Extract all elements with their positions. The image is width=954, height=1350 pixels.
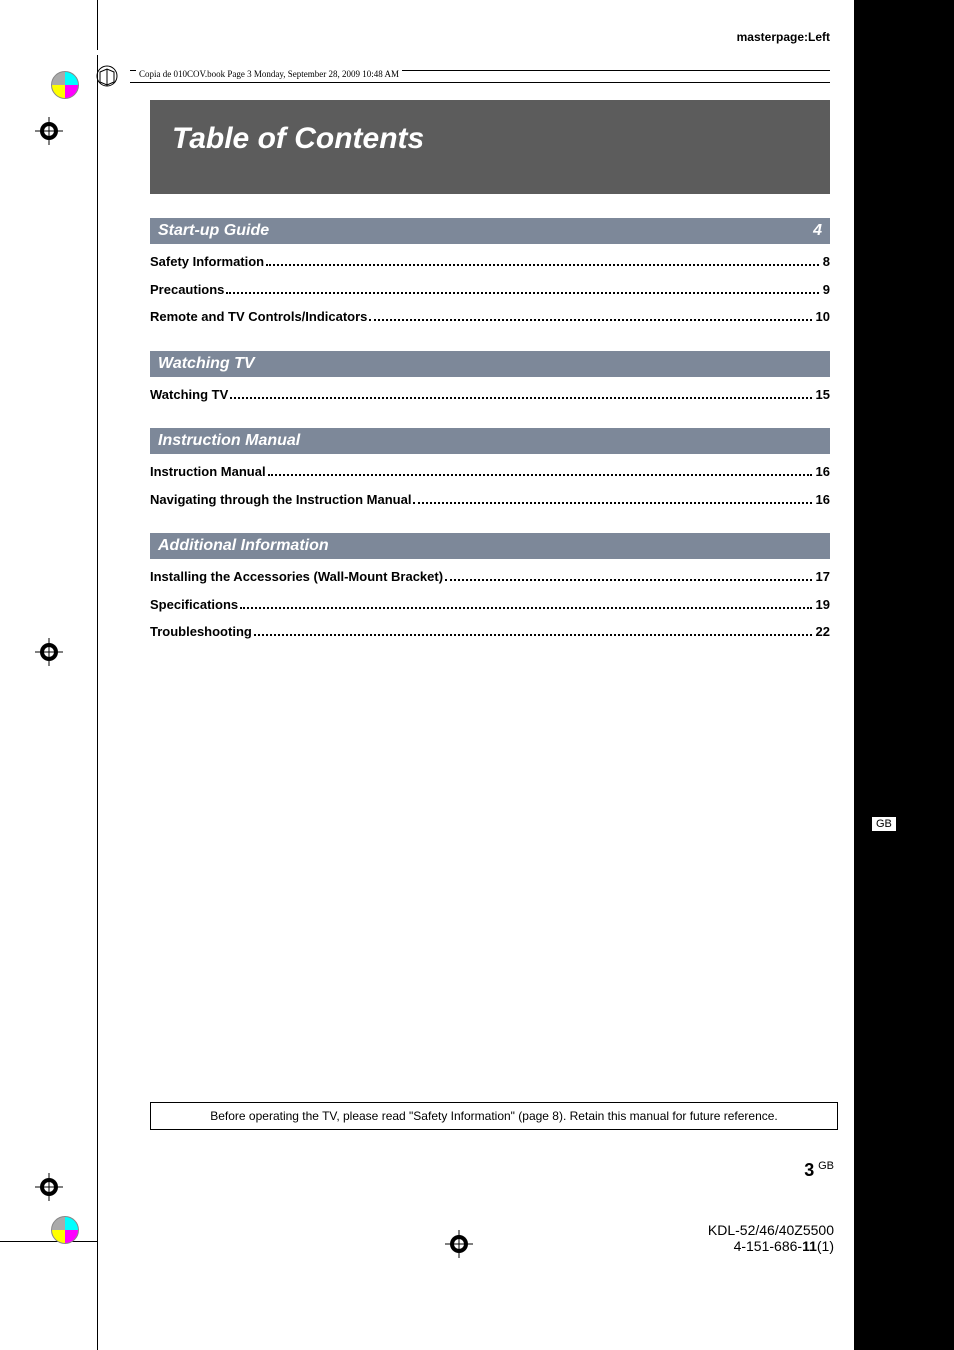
color-wheel-icon: [50, 1215, 80, 1245]
crop-line: [97, 0, 98, 50]
section-heading-label: Watching TV: [158, 355, 255, 373]
registration-mark-icon: [35, 1173, 63, 1201]
toc-line: Troubleshooting 22: [150, 622, 830, 642]
section-heading-label: Instruction Manual: [158, 432, 300, 450]
toc-item-label: Navigating through the Instruction Manua…: [150, 490, 411, 510]
toc-line: Remote and TV Controls/Indicators 10: [150, 307, 830, 327]
toc-item-label: Remote and TV Controls/Indicators: [150, 307, 367, 327]
model-number: KDL-52/46/40Z5500: [708, 1222, 834, 1238]
toc-line: Watching TV 15: [150, 385, 830, 405]
crop-line: [0, 1241, 97, 1242]
toc-item-label: Safety Information: [150, 252, 264, 272]
book-icon: [96, 65, 118, 87]
section-heading-label: Start-up Guide: [158, 222, 269, 240]
page-number-value: 3: [804, 1160, 814, 1180]
toc-line: Installing the Accessories (Wall-Mount B…: [150, 567, 830, 587]
toc-item-page: 16: [816, 462, 830, 482]
toc-item-label: Specifications: [150, 595, 238, 615]
toc-line: Navigating through the Instruction Manua…: [150, 490, 830, 510]
book-header: Copia de 010COV.book Page 3 Monday, Sept…: [130, 70, 830, 83]
toc-item-label: Watching TV: [150, 385, 228, 405]
toc-dots: [369, 319, 811, 321]
registration-mark-icon: [35, 117, 63, 145]
page-number: 3 GB: [804, 1160, 834, 1181]
document-number: 4-151-686-11(1): [708, 1238, 834, 1254]
toc-line: Specifications 19: [150, 595, 830, 615]
toc-dots: [240, 607, 811, 609]
toc-dots: [230, 397, 811, 399]
masterpage-label: masterpage:Left: [737, 30, 830, 44]
toc-item-page: 22: [816, 622, 830, 642]
section-heading-label: Additional Information: [158, 537, 329, 555]
toc-item-page: 17: [816, 567, 830, 587]
toc-dots: [268, 474, 812, 476]
page-title: Table of Contents: [172, 122, 812, 156]
right-rail: GB: [854, 0, 954, 1350]
page-number-lang: GB: [818, 1160, 834, 1172]
toc-line: Precautions 9: [150, 280, 830, 300]
toc-dots: [226, 292, 818, 294]
toc-item-page: 15: [816, 385, 830, 405]
toc-item-page: 19: [816, 595, 830, 615]
page-content: masterpage:Left Copia de 010COV.book Pag…: [150, 30, 830, 642]
section-heading: Start-up Guide 4: [150, 218, 830, 244]
toc-item-label: Precautions: [150, 280, 224, 300]
toc-line: Instruction Manual 16: [150, 462, 830, 482]
section-heading: Instruction Manual: [150, 428, 830, 454]
table-of-contents: Start-up Guide 4 Safety Information 8 Preca…: [150, 218, 830, 642]
footer-note-text: Before operating the TV, please read "Sa…: [210, 1109, 778, 1123]
toc-line: Safety Information 8: [150, 252, 830, 272]
toc-dots: [445, 579, 811, 581]
toc-dots: [254, 634, 812, 636]
registration-mark-icon: [35, 638, 63, 666]
model-info: KDL-52/46/40Z5500 4-151-686-11(1): [708, 1222, 834, 1254]
toc-item-page: 8: [823, 252, 830, 272]
toc-item-label: Instruction Manual: [150, 462, 266, 482]
toc-dots: [413, 502, 811, 504]
registration-mark-icon: [445, 1230, 473, 1258]
toc-item-label: Installing the Accessories (Wall-Mount B…: [150, 567, 443, 587]
color-wheel-icon: [50, 70, 80, 100]
toc-dots: [266, 264, 819, 266]
footer-note-box: Before operating the TV, please read "Sa…: [150, 1102, 838, 1130]
section-heading: Watching TV: [150, 351, 830, 377]
toc-item-page: 9: [823, 280, 830, 300]
toc-item-page: 16: [816, 490, 830, 510]
toc-item-label: Troubleshooting: [150, 622, 252, 642]
crop-line: [97, 55, 98, 1350]
toc-item-page: 10: [816, 307, 830, 327]
book-header-text: Copia de 010COV.book Page 3 Monday, Sept…: [136, 69, 402, 79]
section-heading-page: 4: [813, 222, 822, 240]
gb-badge: GB: [872, 817, 896, 831]
section-heading: Additional Information: [150, 533, 830, 559]
title-block: Table of Contents: [150, 100, 830, 194]
